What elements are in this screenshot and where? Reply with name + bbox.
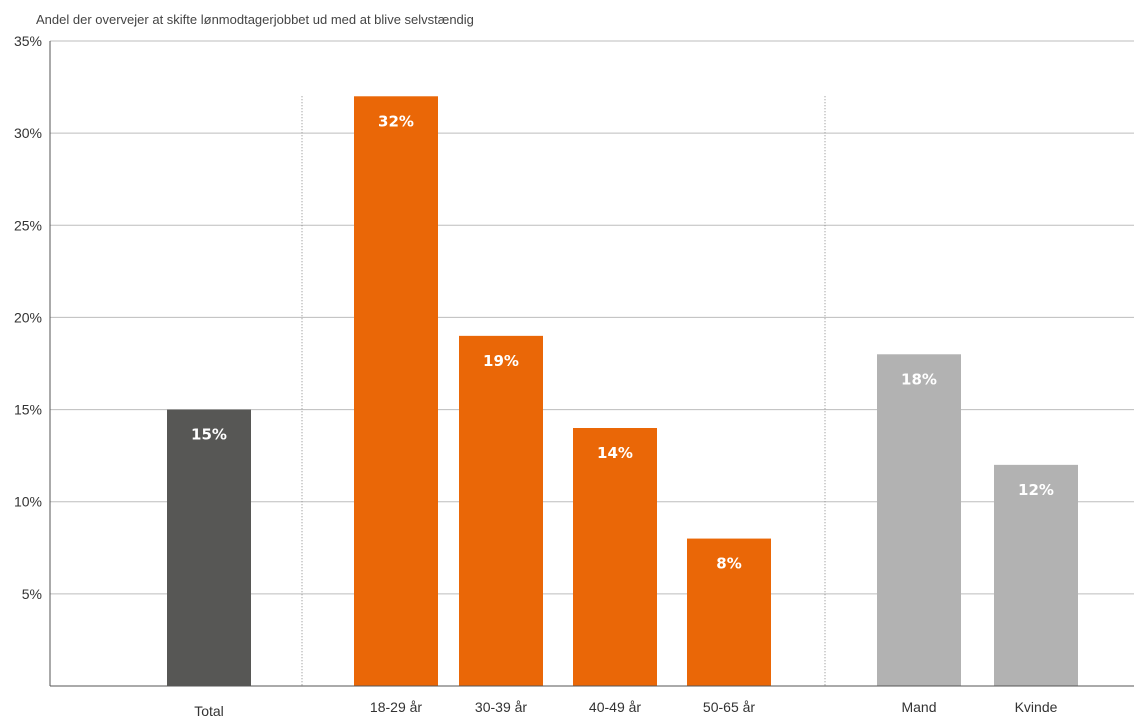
bar-value-label: 18% [901,370,937,388]
bar [354,96,438,687]
y-tick-label: 5% [22,586,42,602]
bar [459,335,543,686]
x-category-label: 30-39 år [475,699,527,715]
x-category-label: Total [194,703,224,717]
x-category-label: 40-49 år [589,699,641,715]
x-category-label: 18-29 år [370,699,422,715]
chart-title: Andel der overvejer at skifte lønmodtage… [36,12,474,27]
x-category-label: 50-65 år [703,699,755,715]
bar [994,464,1078,686]
x-category-label: Mand [901,699,936,715]
bar-value-label: 15% [191,426,227,444]
axes: 5% 10% 15% 20% 25% 30% 35% [14,33,1134,687]
y-tick-label: 30% [14,125,42,141]
bar-value-label: 8% [716,555,741,573]
bar-value-label: 12% [1018,481,1054,499]
bar-value-label: 19% [483,352,519,370]
y-tick-label: 20% [14,309,42,325]
labels: 15% Total 32% 18-29 år 19% 30-39 år 14% 40-49 å… [191,112,1058,717]
bar [167,409,251,686]
x-category-label: Kvinde [1015,699,1058,715]
bar-value-label: 32% [378,112,414,130]
y-tick-label: 35% [14,33,42,49]
y-tick-label: 15% [14,402,42,418]
y-tick-label: 10% [14,494,42,510]
bar-value-label: 14% [597,444,633,462]
bar [687,538,771,686]
bar [573,428,657,686]
y-tick-label: 25% [14,217,42,233]
group-separators [301,96,826,686]
bars [167,96,1078,687]
bar [877,354,961,686]
